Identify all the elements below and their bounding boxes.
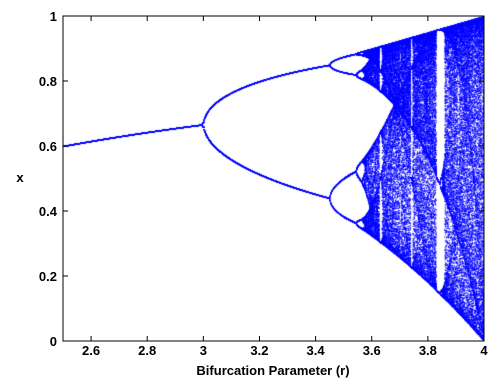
y-tick-label: 0.2: [39, 269, 57, 284]
x-tick-label: 4: [480, 343, 488, 358]
y-tick-label: 0.6: [39, 139, 57, 154]
x-tick-label: 2.6: [82, 343, 100, 358]
y-tick-label: 0: [50, 334, 57, 349]
x-tick-label: 3.8: [419, 343, 437, 358]
bifurcation-points: [63, 16, 484, 341]
y-axis-title: x: [16, 170, 24, 185]
x-tick-label: 2.8: [138, 343, 156, 358]
y-tick-label: 0.4: [39, 204, 58, 219]
bifurcation-point-cloud: [63, 16, 484, 341]
x-axis-title: Bifurcation Parameter (r): [196, 363, 349, 378]
y-tick-label: 0.8: [39, 74, 57, 89]
plot-area: [63, 16, 484, 341]
x-tick-label: 3: [200, 343, 207, 358]
x-tick-label: 3.4: [307, 343, 326, 358]
x-tick-label: 3.2: [250, 343, 268, 358]
plot-frame: [62, 15, 485, 342]
x-tick-label: 3.6: [363, 343, 381, 358]
axes: 2.6 2.8 3 3.2 3.4 3.6 3.8 4 0 0.2 0.4 0.6 0.8 1: [39, 9, 488, 358]
y-tick-label: 1: [50, 9, 57, 24]
